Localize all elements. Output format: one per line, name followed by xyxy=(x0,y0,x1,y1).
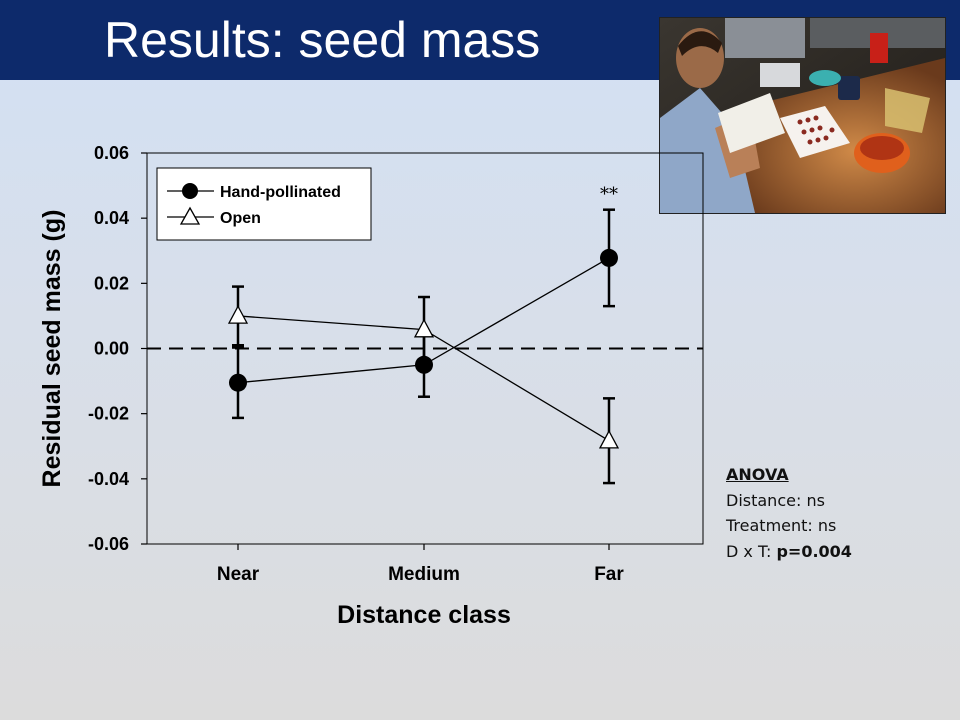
legend-label-open: Open xyxy=(220,210,261,227)
legend-marker-open xyxy=(179,206,201,225)
y-tick-label: 0.02 xyxy=(94,273,129,293)
y-tick-label: 0.06 xyxy=(94,143,129,163)
anova-treatment: Treatment: ns xyxy=(726,516,837,535)
anova-distance: Distance: ns xyxy=(726,490,825,510)
data-point-open xyxy=(598,429,620,449)
data-point-open xyxy=(413,318,435,338)
data-point-hand-pollinated xyxy=(415,355,433,374)
researcher-photo xyxy=(659,17,946,214)
x-tick-label: Far xyxy=(594,564,624,585)
anova-interaction-p: p=0.004 xyxy=(776,541,852,561)
y-tick-label: -0.02 xyxy=(88,404,129,424)
legend-marker-hand-pollinated xyxy=(182,183,198,199)
legend-label-hand-pollinated: Hand-pollinated xyxy=(220,184,341,201)
y-tick-label: -0.04 xyxy=(88,469,129,489)
y-tick-label: 0.00 xyxy=(94,339,129,359)
anova-interaction: D x T: p=0.004 xyxy=(726,539,852,565)
x-axis-title: Distance class xyxy=(337,601,511,629)
legend-box xyxy=(156,167,372,241)
x-tick-label: Near xyxy=(217,564,260,585)
data-point-hand-pollinated xyxy=(600,248,618,267)
y-tick-label: 0.04 xyxy=(94,208,129,228)
significance-annotation: ** xyxy=(600,184,618,205)
slide-title: Results: seed mass xyxy=(104,12,541,68)
anova-title: ANOVA xyxy=(726,465,789,484)
y-tick-label: -0.06 xyxy=(88,534,129,554)
anova-box: ANOVA Distance: ns Treatment: ns D x T: … xyxy=(726,462,852,564)
data-point-open xyxy=(227,304,249,324)
anova-interaction-label: D x T: xyxy=(726,541,772,561)
y-axis-title: Residual seed mass (g) xyxy=(38,210,66,488)
data-point-hand-pollinated xyxy=(229,373,247,392)
x-tick-label: Medium xyxy=(388,564,460,585)
